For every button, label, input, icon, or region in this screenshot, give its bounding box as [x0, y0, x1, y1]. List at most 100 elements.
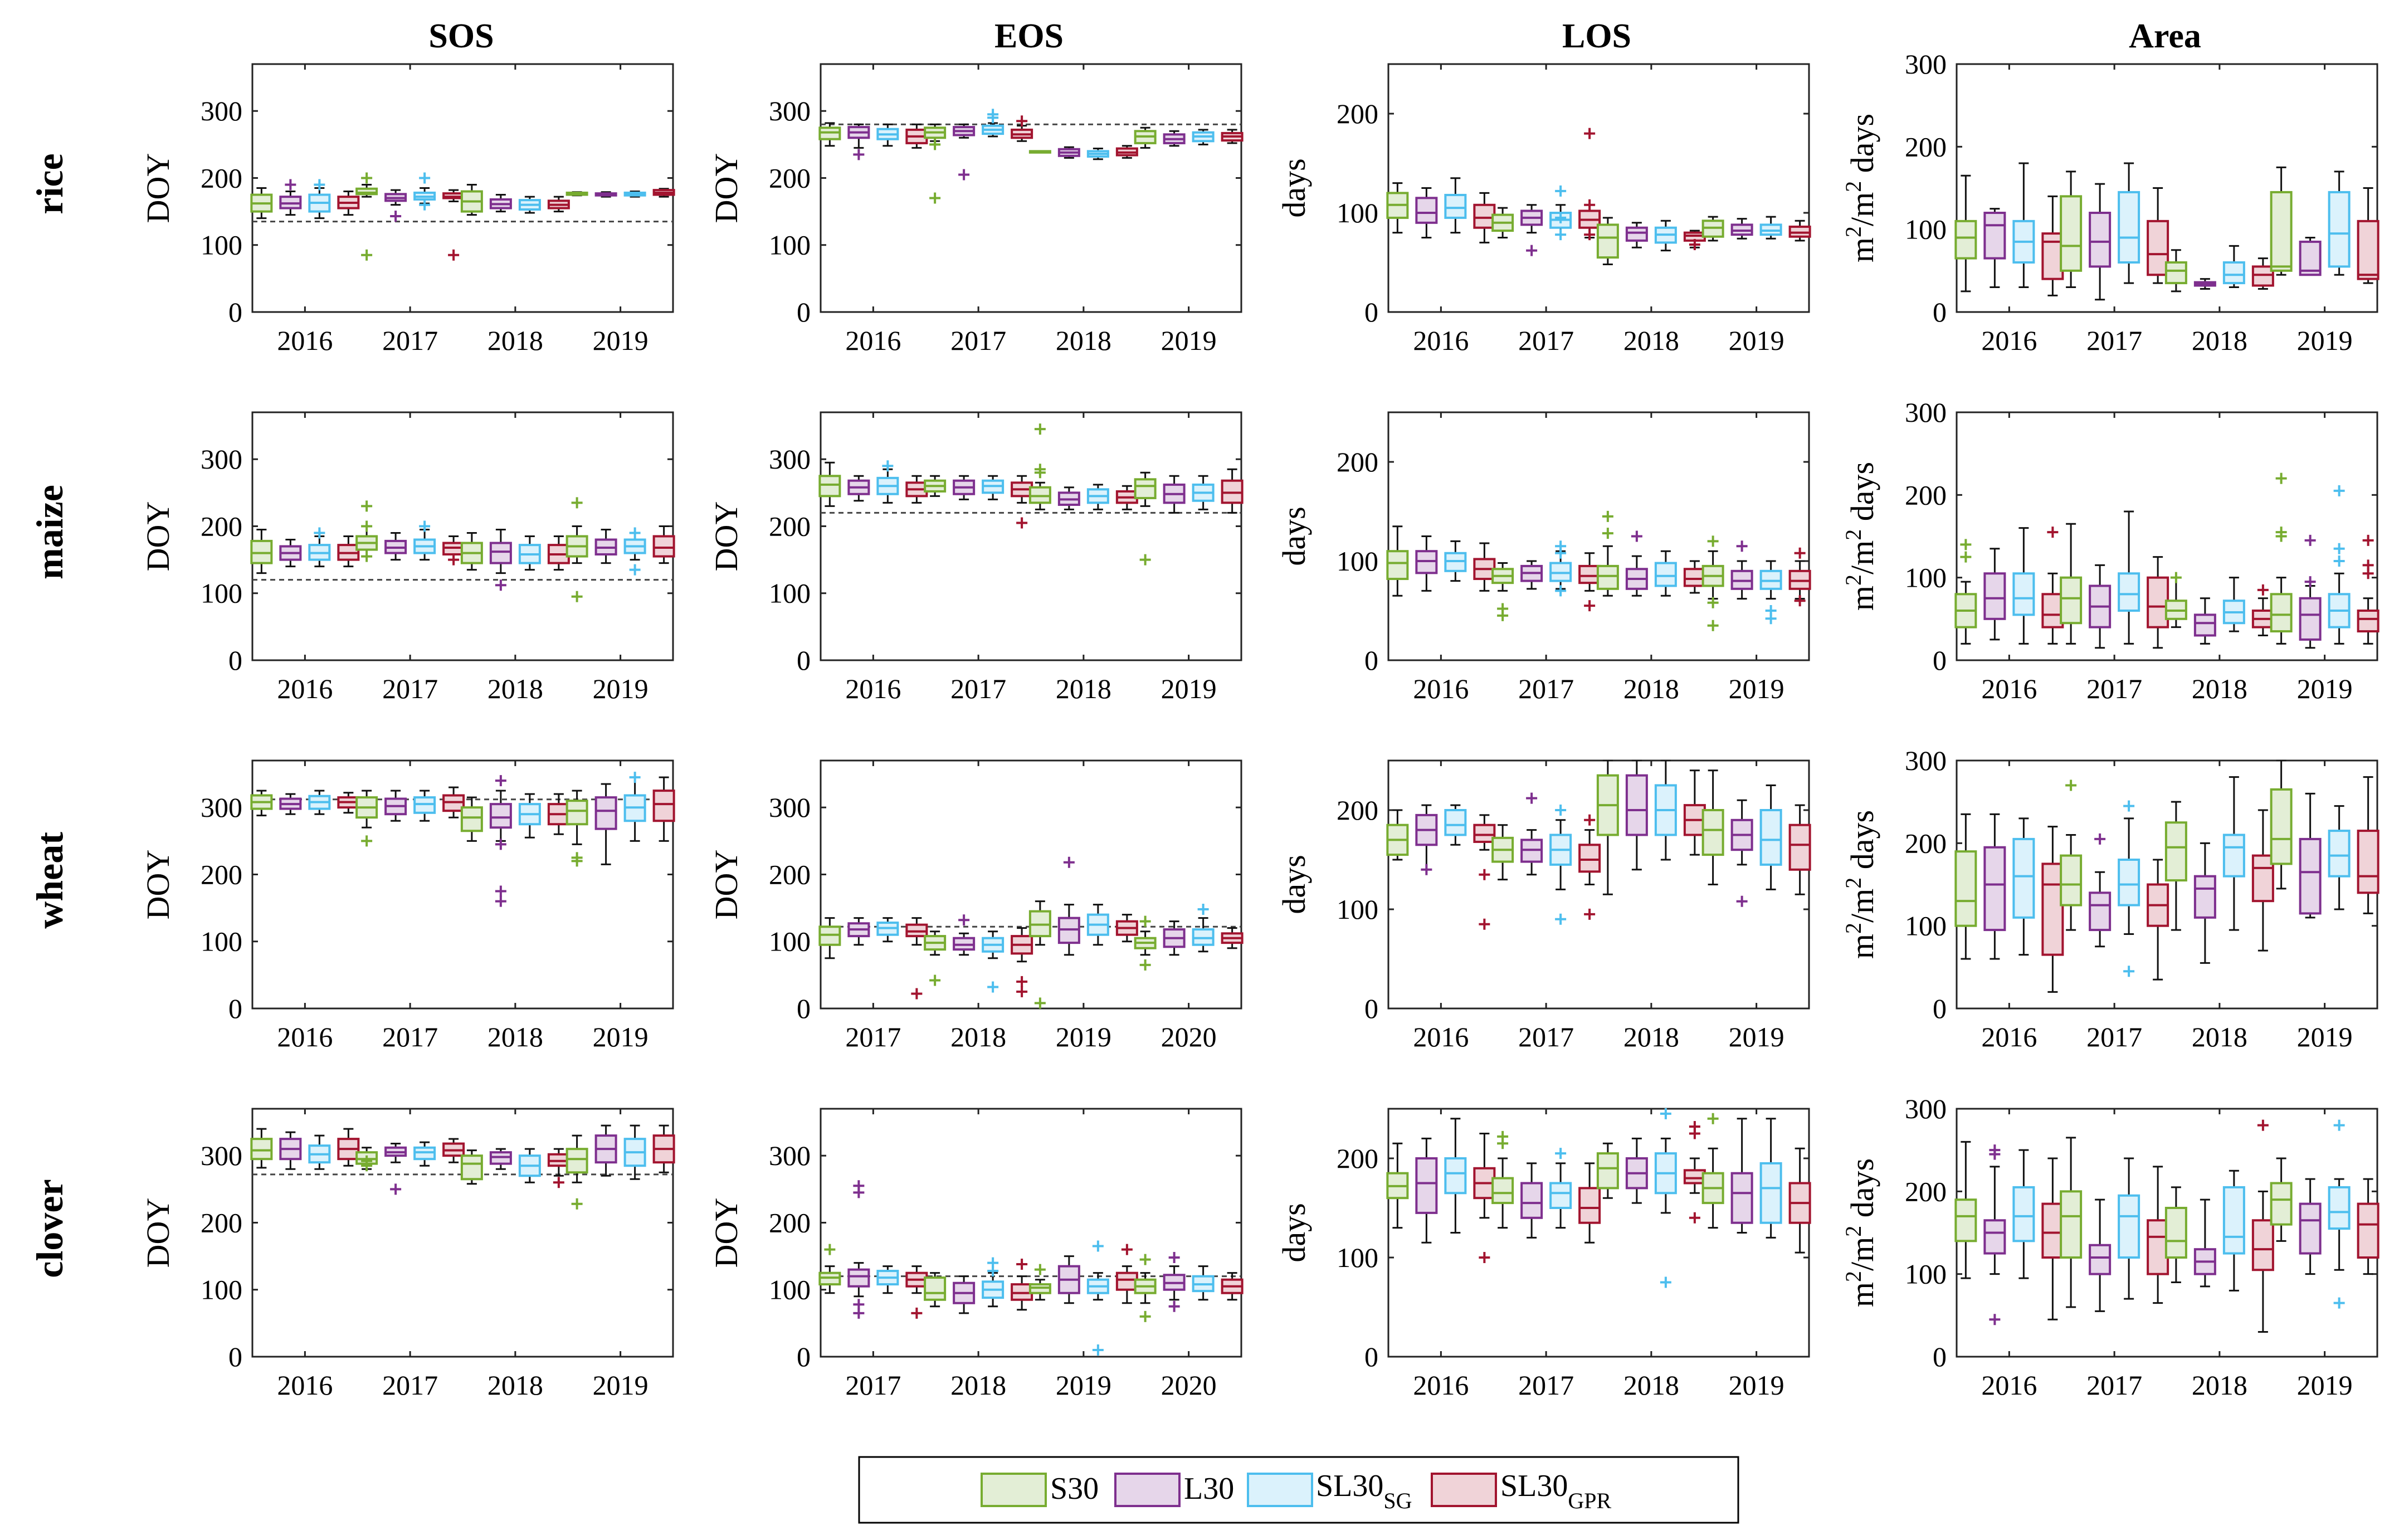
- panel-rice-area-x-tick-label: 2019: [2297, 325, 2353, 356]
- panel-rice-area-box-2019-sl30-gpr-iqr: [2357, 220, 2380, 280]
- panel-clover-los-box-2017-l30-iqr: [1520, 1182, 1543, 1219]
- row-label-wheat: wheat: [28, 832, 71, 929]
- panel-wheat-sos-y-tick-label: 0: [228, 993, 242, 1024]
- panel-maize-area-box-2016-s30-outlier: [1960, 539, 1972, 550]
- panel-rice-los-box-2017-sl30-sg-outlier: [1555, 185, 1567, 197]
- panel-clover-eos-box-2019-sl30-sg-outlier: [1092, 1240, 1104, 1252]
- panel-maize-area-box-2019-l30-outlier: [2304, 534, 2316, 546]
- panel-rice-area-box-2019-l30: [2299, 237, 2322, 276]
- panel-clover-area-box-2018-sl30-sg: [2222, 1169, 2245, 1292]
- panel-wheat-sos: 0 100 200 300 2016 2017 2018 2019 DOY: [140, 759, 675, 1052]
- panel-maize-sos-box-2017-sl30-sg: [413, 520, 436, 561]
- panel-clover-los-box-2017-l30: [1520, 1162, 1543, 1239]
- panel-clover-eos-box-2017-l30-iqr: [847, 1268, 870, 1288]
- panel-clover-eos-box-2020-l30-outlier: [1168, 1300, 1180, 1312]
- panel-maize-los-box-2019-s30-outlier: [1707, 597, 1719, 608]
- row-label-maize: maize: [28, 485, 71, 579]
- panel-maize-sos-x-tick-label: 2017: [382, 673, 438, 704]
- panel-maize-sos: 0 100 200 300 2016 2017 2018 2019 DOY: [140, 411, 675, 704]
- panel-maize-los-box-2017-sl30-gpr-iqr: [1578, 564, 1601, 584]
- panel-wheat-los-box-2018-sl30-sg: [1654, 759, 1677, 861]
- panel-rice-los-box-2017-l30-outlier: [1526, 245, 1538, 256]
- panel-maize-sos-box-2019-sl30-gpr-iqr: [652, 535, 675, 558]
- panel-clover-sos-box-2018-s30: [460, 1149, 483, 1185]
- panel-rice-eos-y-tick-label: 200: [769, 162, 811, 193]
- panel-clover-los-box-2016-sl30-sg: [1444, 1118, 1467, 1234]
- panel-wheat-los-box-2016-l30-outlier: [1421, 864, 1432, 875]
- panel-clover-eos-box-2017-sl30-gpr-outlier: [911, 1307, 923, 1319]
- panel-wheat-eos: 0 100 200 300 2017 2018 2019 2020 DOY: [708, 759, 1244, 1052]
- legend-item-s30: S30: [981, 1471, 1099, 1507]
- panel-clover-sos-box-2018-s30-iqr: [460, 1154, 483, 1181]
- panel-wheat-area-y-tick-label: 0: [1933, 993, 1947, 1024]
- panel-clover-los-box-2018-sl30-gpr-outlier: [1689, 1121, 1700, 1133]
- panel-wheat-eos-box-2018-sl30-sg: [982, 930, 1005, 993]
- panel-wheat-sos-y-axis-label: DOY: [140, 850, 176, 920]
- legend-label-sl30-gpr-sub: GPR: [1568, 1488, 1611, 1513]
- panel-maize-los-box-2017-sl30-sg-outlier: [1555, 540, 1567, 552]
- panel-clover-eos-x-tick-label: 2019: [1056, 1370, 1111, 1401]
- panel-clover-area-box-2018-s30-iqr: [2164, 1207, 2187, 1259]
- panel-wheat-area-y-axis-label-part: 2: [1841, 923, 1866, 934]
- panel-wheat-area-box-2017-l30-iqr: [2089, 891, 2112, 932]
- panel-maize-sos-box-2018-s30: [460, 532, 483, 571]
- panel-maize-sos-box-2019-sl30-sg: [623, 527, 646, 576]
- panel-clover-eos-box-2020-l30: [1163, 1252, 1186, 1312]
- panel-maize-area-y-axis-label-part: 2: [1841, 529, 1866, 540]
- panel-clover-sos: 0 100 200 300 2016 2017 2018 2019 DOY: [140, 1108, 675, 1401]
- panel-wheat-sos-box-2016-sl30-sg: [308, 790, 331, 815]
- panel-clover-los-x-tick-label: 2017: [1518, 1370, 1574, 1401]
- panel-maize-los-box-2017-s30-outlier: [1497, 603, 1509, 615]
- panel-rice-sos-y-tick-label: 300: [201, 95, 242, 126]
- panel-rice-area-box-2017-sl30-gpr-iqr: [2147, 220, 2169, 276]
- panel-clover-sos-x-tick-label: 2018: [487, 1370, 543, 1401]
- panel-rice-area-box-2017-l30-iqr: [2089, 212, 2112, 268]
- panel-maize-area-box-2019-l30-iqr: [2299, 597, 2322, 641]
- panel-clover-eos-y-tick-label: 0: [797, 1341, 811, 1372]
- panel-wheat-sos-y-tick-label: 200: [201, 859, 242, 890]
- panel-clover-eos-box-2019-sl30-gpr: [1115, 1244, 1138, 1304]
- panel-rice-area-box-2016-l30-iqr: [1983, 212, 2006, 260]
- panel-rice-eos-y-tick-label: 0: [797, 296, 811, 328]
- panel-clover-los-box-2017-sl30-sg: [1549, 1148, 1572, 1229]
- panel-rice-eos-x-tick-label: 2016: [845, 325, 901, 356]
- panel-clover-eos-box-2018-sl30-sg: [982, 1257, 1005, 1308]
- panel-maize-eos-box-2018-s30: [1028, 423, 1051, 510]
- panel-rice-sos-box-2017-sl30-sg: [413, 172, 436, 211]
- panel-rice-los-y-tick-label: 200: [1337, 98, 1378, 129]
- panel-wheat-sos-box-2019-l30: [594, 783, 617, 865]
- panel-wheat-los-x-tick-label: 2019: [1729, 1021, 1784, 1052]
- panel-maize-los-box-2019-s30-outlier: [1707, 535, 1719, 547]
- panel-maize-eos-box-2017-sl30-sg: [982, 475, 1005, 500]
- panel-wheat-los-box-2018-l30: [1625, 759, 1648, 871]
- panel-wheat-eos-box-2017-sl30-sg: [876, 917, 899, 943]
- panel-rice-sos-box-2019-s30: [565, 191, 588, 197]
- panel-wheat-area-box-2018-sl30-sg: [2222, 776, 2245, 931]
- panel-maize-eos-box-2017-sl30-gpr-outlier: [1016, 517, 1028, 529]
- panel-rice-eos-box-2017-s30-outlier: [929, 192, 941, 204]
- panel-maize-los-x-tick-label: 2019: [1729, 673, 1784, 704]
- panel-wheat-los-box-2016-sl30-gpr-iqr: [1473, 823, 1496, 843]
- panel-rice-area-x-tick-label: 2018: [2192, 325, 2247, 356]
- panel-clover-eos-box-2020-sl30-sg: [1192, 1265, 1215, 1301]
- panel-rice-los-y-tick-label: 100: [1337, 197, 1378, 228]
- panel-maize-eos-box-2016-s30: [818, 461, 841, 507]
- panel-clover-area-y-axis-label-part: days: [1844, 1158, 1880, 1226]
- panel-clover-area-box-2016-s30: [1954, 1141, 1977, 1279]
- panel-rice-eos-box-2016-s30: [818, 122, 841, 147]
- panel-maize-area-y-axis-label: m2/m2 days: [1841, 462, 1880, 611]
- panel-clover-area-x-tick-label: 2017: [2086, 1370, 2142, 1401]
- legend-label-sl30-sg-base: SL30: [1316, 1469, 1383, 1503]
- panel-wheat-eos-x-tick-label: 2017: [845, 1021, 901, 1052]
- panel-maize-area-x-tick-label: 2016: [1981, 673, 2037, 704]
- panel-maize-los-box-2016-sl30-sg: [1444, 540, 1467, 582]
- panel-maize-area-box-2019-sl30-sg-outlier: [2333, 543, 2345, 554]
- panel-wheat-eos-y-axis-label: DOY: [708, 850, 744, 920]
- panel-clover-los-box-2019-l30: [1730, 1118, 1753, 1234]
- panel-wheat-los-box-2018-s30: [1596, 759, 1619, 895]
- panel-clover-eos-box-2017-l30: [847, 1180, 870, 1319]
- panel-maize-los-box-2019-sl30-gpr-outlier: [1794, 595, 1806, 607]
- panel-wheat-eos-box-2018-sl30-sg-outlier: [987, 981, 999, 993]
- panel-maize-los-box-2019-s30: [1701, 535, 1724, 631]
- panel-wheat-eos-x-tick-label: 2018: [950, 1021, 1006, 1052]
